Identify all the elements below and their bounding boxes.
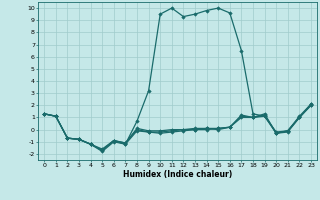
X-axis label: Humidex (Indice chaleur): Humidex (Indice chaleur) [123, 170, 232, 179]
